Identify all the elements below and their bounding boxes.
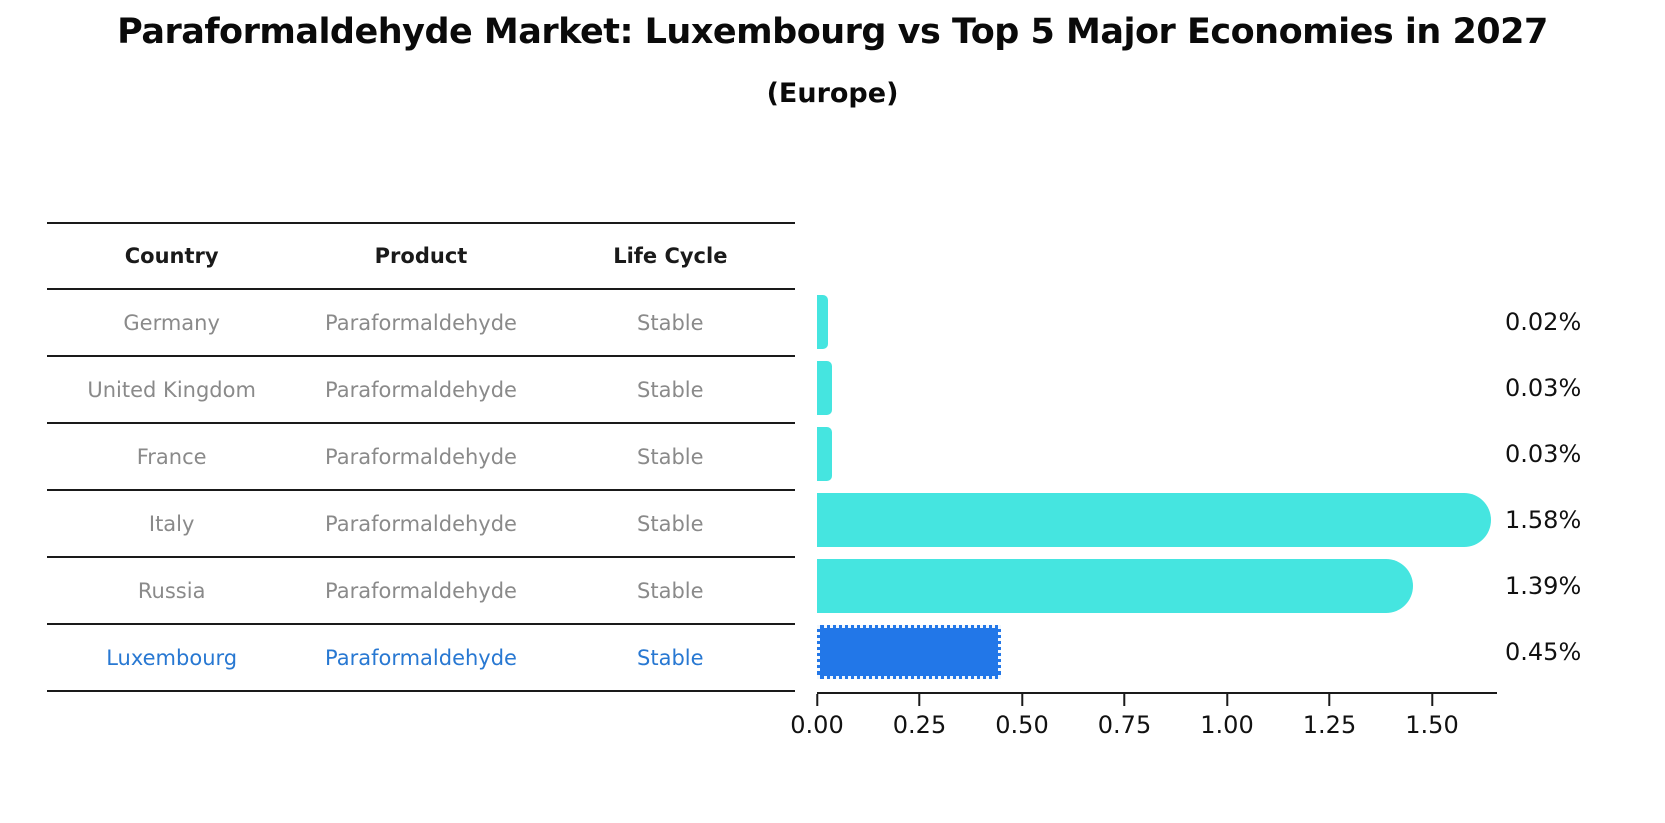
country-cell: Russia	[137, 578, 206, 603]
x-tick: 0.50	[995, 694, 1049, 739]
tick-mark	[816, 694, 818, 706]
x-tick: 0.25	[893, 694, 946, 739]
bar-plot	[817, 290, 1497, 694]
tick-label: 0.00	[790, 711, 844, 739]
x-tick: 1.25	[1303, 694, 1356, 739]
table-row-france: France Paraformaldehyde Stable	[47, 424, 795, 491]
table-header-row: Country Product Life Cycle	[47, 224, 795, 290]
value-label-united-kingdom: 0.03%	[1505, 374, 1582, 402]
x-tick: 0.75	[1098, 694, 1151, 739]
table-row-italy: Italy Paraformaldehyde Stable	[47, 491, 795, 558]
bar-italy	[817, 493, 1492, 547]
x-tick: 1.50	[1405, 694, 1459, 739]
value-label-france: 0.03%	[1505, 440, 1582, 468]
value-label-russia: 1.39%	[1505, 572, 1582, 600]
country-cell: Italy	[148, 511, 195, 536]
product-cell: Paraformaldehyde	[324, 511, 517, 536]
bar-france	[817, 427, 833, 481]
tick-label: 1.00	[1200, 711, 1254, 739]
life-cycle-cell: Stable	[637, 310, 704, 335]
country-cell: France	[136, 444, 207, 469]
bar-united-kingdom	[817, 361, 833, 415]
life-cycle-cell: Stable	[637, 578, 704, 603]
value-label-germany: 0.02%	[1505, 308, 1582, 336]
tick-label: 1.50	[1405, 711, 1459, 739]
tick-label: 0.50	[995, 711, 1049, 739]
table-row-russia: Russia Paraformaldehyde Stable	[47, 558, 795, 625]
column-header-country: Country	[124, 244, 219, 268]
bar-russia	[817, 559, 1414, 613]
x-tick: 1.00	[1200, 694, 1254, 739]
column-header-life-cycle: Life Cycle	[613, 244, 728, 268]
x-tick: 0.00	[790, 694, 844, 739]
product-cell: Paraformaldehyde	[324, 645, 517, 670]
table-row-germany: Germany Paraformaldehyde Stable	[47, 290, 795, 357]
tick-label: 0.25	[892, 711, 947, 739]
value-label-luxembourg: 0.45%	[1505, 638, 1582, 666]
tick-mark	[1123, 694, 1126, 706]
tick-mark	[1431, 694, 1433, 706]
tick-label: 0.75	[1097, 711, 1152, 739]
product-cell: Paraformaldehyde	[324, 377, 517, 402]
product-cell: Paraformaldehyde	[324, 444, 517, 469]
column-header-product: Product	[374, 244, 468, 268]
tick-mark	[1021, 694, 1023, 706]
country-cell: Germany	[123, 310, 220, 335]
country-cell: Luxembourg	[106, 645, 238, 670]
life-cycle-cell: Stable	[637, 511, 704, 536]
chart-title: Paraformaldehyde Market: Luxembourg vs T…	[117, 12, 1548, 52]
bar-luxembourg	[817, 625, 1002, 679]
info-table: Country Product Life Cycle Germany Paraf…	[47, 222, 795, 692]
life-cycle-cell: Stable	[637, 444, 704, 469]
tick-mark	[1328, 694, 1331, 706]
x-axis: 0.00 0.25 0.50 0.75 1.00 1.25 1.50	[790, 694, 1497, 754]
life-cycle-cell: Stable	[637, 645, 704, 670]
value-label-italy: 1.58%	[1505, 506, 1582, 534]
product-cell: Paraformaldehyde	[324, 310, 517, 335]
country-cell: United Kingdom	[87, 377, 256, 402]
table-row-luxembourg: Luxembourg Paraformaldehyde Stable	[47, 625, 795, 692]
tick-mark	[918, 694, 921, 706]
life-cycle-cell: Stable	[637, 377, 704, 402]
bar-germany	[817, 295, 829, 349]
product-cell: Paraformaldehyde	[324, 578, 517, 603]
chart-subtitle: (Europe)	[766, 78, 899, 109]
tick-mark	[1226, 694, 1228, 706]
table-row-united-kingdom: United Kingdom Paraformaldehyde Stable	[47, 357, 795, 424]
tick-label: 1.25	[1302, 711, 1357, 739]
